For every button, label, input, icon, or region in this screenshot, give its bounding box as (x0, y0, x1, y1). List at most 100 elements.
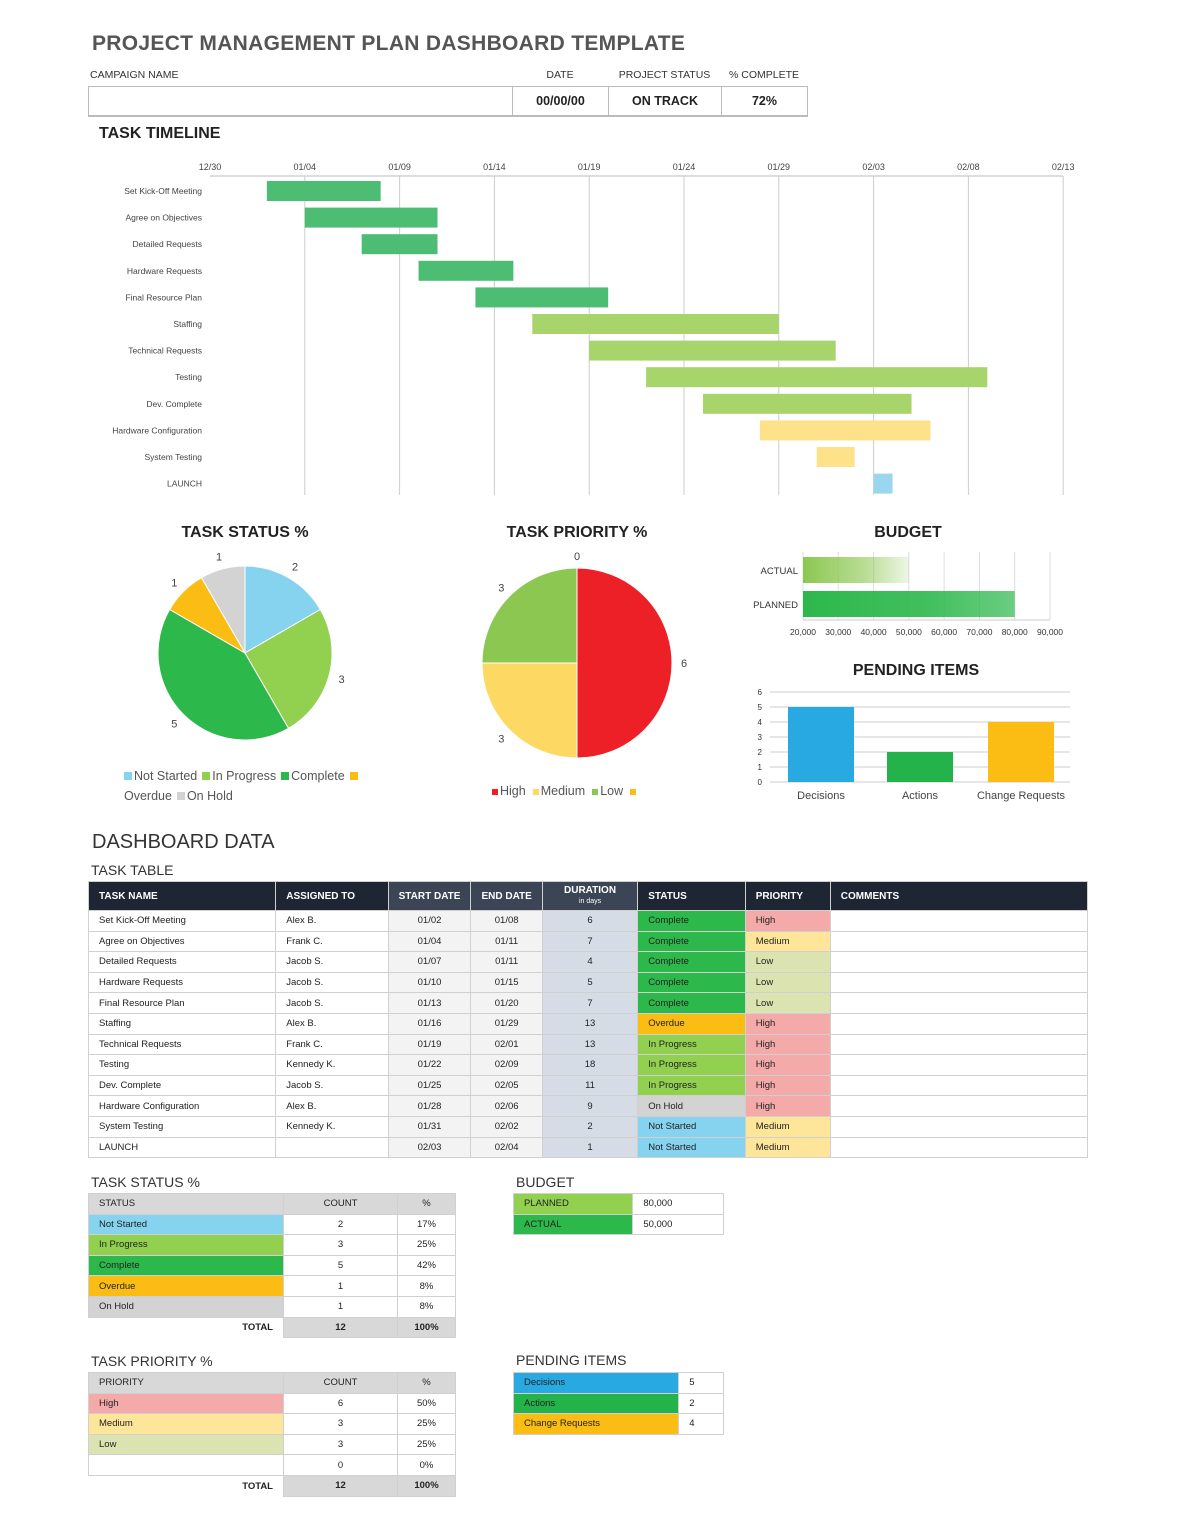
start-date[interactable]: 01/25 (387, 1074, 472, 1097)
value-cell[interactable]: 4 (678, 1413, 724, 1435)
value-cell[interactable]: 6 (283, 1392, 398, 1415)
label-cell[interactable]: Decisions (512, 1372, 680, 1394)
start-date[interactable]: 01/02 (387, 910, 472, 932)
assigned-to[interactable] (275, 1136, 389, 1159)
value-cell[interactable]: 25% (397, 1413, 456, 1435)
task-name[interactable]: Detailed Requests (87, 951, 277, 973)
start-date[interactable]: 02/03 (387, 1136, 472, 1159)
duration[interactable]: 9 (541, 1095, 639, 1117)
assigned-to[interactable]: Kennedy K. (275, 1115, 389, 1138)
start-date[interactable]: 01/13 (387, 992, 472, 1014)
task-name[interactable]: System Testing (87, 1115, 277, 1138)
assigned-to[interactable]: Kennedy K. (275, 1054, 389, 1076)
status[interactable]: Complete (637, 992, 746, 1014)
assigned-to[interactable]: Frank C. (275, 1033, 389, 1056)
comments[interactable] (829, 971, 1089, 994)
percent-complete-field[interactable]: 72% (721, 87, 807, 116)
comments[interactable] (829, 951, 1089, 973)
comments[interactable] (829, 1012, 1089, 1035)
start-date[interactable]: 01/22 (387, 1054, 472, 1076)
end-date[interactable]: 02/06 (470, 1095, 543, 1117)
priority[interactable]: High (744, 1074, 831, 1097)
value-cell[interactable]: 17% (397, 1213, 456, 1236)
end-date[interactable]: 02/04 (470, 1136, 543, 1159)
comments[interactable] (829, 930, 1089, 953)
value-cell[interactable]: 42% (397, 1254, 456, 1277)
end-date[interactable]: 01/08 (470, 910, 543, 932)
priority[interactable]: Low (744, 971, 831, 994)
priority[interactable]: High (744, 1012, 831, 1035)
status[interactable]: Complete (637, 971, 746, 994)
status[interactable]: Complete (637, 951, 746, 973)
task-name[interactable]: Staffing (87, 1012, 277, 1035)
status[interactable]: In Progress (637, 1074, 746, 1097)
campaign-name-field[interactable] (89, 87, 512, 116)
status[interactable]: On Hold (637, 1095, 746, 1117)
comments[interactable] (829, 1095, 1089, 1117)
value-cell[interactable]: 2 (678, 1392, 724, 1415)
label-cell[interactable]: On Hold (88, 1295, 284, 1318)
label-cell[interactable]: Not Started (88, 1213, 284, 1236)
duration[interactable]: 18 (541, 1054, 639, 1076)
label-cell[interactable]: Change Requests (512, 1413, 680, 1435)
priority[interactable]: High (744, 1033, 831, 1056)
status[interactable]: Not Started (637, 1136, 746, 1159)
status[interactable]: In Progress (637, 1054, 746, 1076)
project-status-field[interactable]: ON TRACK (608, 87, 721, 116)
assigned-to[interactable]: Jacob S. (275, 971, 389, 994)
task-name[interactable]: Agree on Objectives (87, 930, 277, 953)
duration[interactable]: 1 (541, 1136, 639, 1159)
assigned-to[interactable]: Jacob S. (275, 992, 389, 1014)
value-cell[interactable]: 50% (397, 1392, 456, 1415)
task-name[interactable]: Technical Requests (87, 1033, 277, 1056)
comments[interactable] (829, 1074, 1089, 1097)
end-date[interactable]: 01/29 (470, 1012, 543, 1035)
assigned-to[interactable]: Jacob S. (275, 1074, 389, 1097)
priority[interactable]: Medium (744, 930, 831, 953)
value-cell[interactable]: 3 (283, 1413, 398, 1435)
status[interactable]: Complete (637, 930, 746, 953)
value-cell[interactable]: 1 (283, 1275, 398, 1297)
start-date[interactable]: 01/04 (387, 930, 472, 953)
label-cell[interactable]: Medium (88, 1413, 284, 1435)
task-name[interactable]: Hardware Requests (87, 971, 277, 994)
label-cell[interactable]: High (88, 1392, 284, 1415)
comments[interactable] (829, 1136, 1089, 1159)
duration[interactable]: 6 (541, 910, 639, 932)
label-cell[interactable] (88, 1454, 284, 1476)
status[interactable]: In Progress (637, 1033, 746, 1056)
comments[interactable] (829, 992, 1089, 1014)
value-cell[interactable]: 2 (283, 1213, 398, 1236)
duration[interactable]: 13 (541, 1012, 639, 1035)
status[interactable]: Complete (637, 910, 746, 932)
start-date[interactable]: 01/10 (387, 971, 472, 994)
duration[interactable]: 4 (541, 951, 639, 973)
label-cell[interactable]: Overdue (88, 1275, 284, 1297)
end-date[interactable]: 01/15 (470, 971, 543, 994)
start-date[interactable]: 01/28 (387, 1095, 472, 1117)
duration[interactable]: 2 (541, 1115, 639, 1138)
label-cell[interactable]: Actions (512, 1392, 680, 1415)
assigned-to[interactable]: Alex B. (275, 1012, 389, 1035)
date-field[interactable]: 00/00/00 (512, 87, 608, 116)
duration[interactable]: 7 (541, 992, 639, 1014)
priority[interactable]: High (744, 1054, 831, 1076)
assigned-to[interactable]: Alex B. (275, 1095, 389, 1117)
task-name[interactable]: Testing (87, 1054, 277, 1076)
comments[interactable] (829, 910, 1089, 932)
duration[interactable]: 13 (541, 1033, 639, 1056)
value-cell[interactable]: 3 (283, 1433, 398, 1456)
priority[interactable]: High (744, 1095, 831, 1117)
task-name[interactable]: Dev. Complete (87, 1074, 277, 1097)
task-name[interactable]: LAUNCH (87, 1136, 277, 1159)
end-date[interactable]: 01/11 (470, 951, 543, 973)
assigned-to[interactable]: Jacob S. (275, 951, 389, 973)
value-cell[interactable]: 5 (678, 1372, 724, 1394)
value-cell[interactable]: 3 (283, 1234, 398, 1256)
task-name[interactable]: Final Resource Plan (87, 992, 277, 1014)
label-cell[interactable]: In Progress (88, 1234, 284, 1256)
end-date[interactable]: 02/09 (470, 1054, 543, 1076)
end-date[interactable]: 01/20 (470, 992, 543, 1014)
label-cell[interactable]: Low (88, 1433, 284, 1456)
value-cell[interactable]: 0% (397, 1454, 456, 1476)
